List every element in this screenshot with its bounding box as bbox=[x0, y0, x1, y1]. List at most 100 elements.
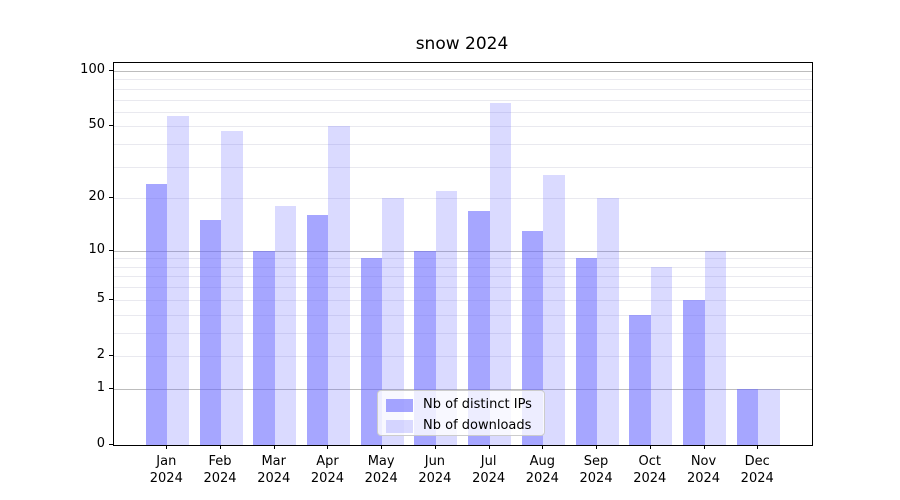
x-tick-mark-nov bbox=[703, 445, 705, 449]
bar-downloads-may bbox=[382, 198, 404, 445]
x-tick-year-may: 2024 bbox=[364, 471, 398, 486]
bar-distinct-ips-jan bbox=[145, 184, 168, 445]
gridline-minor-3 bbox=[114, 332, 812, 334]
x-tick-year-jan: 2024 bbox=[149, 471, 183, 486]
legend-swatch-downloads bbox=[386, 419, 413, 433]
chart-title: snow 2024 bbox=[415, 34, 509, 54]
gridline-minor-5 bbox=[114, 299, 812, 301]
x-tick-year-apr: 2024 bbox=[310, 471, 344, 486]
y-tick-mark-50 bbox=[109, 125, 113, 127]
x-tick-label-aug: Aug 2024 bbox=[510, 453, 574, 487]
gridline-minor-80 bbox=[114, 88, 812, 90]
bar-downloads-feb bbox=[221, 131, 243, 445]
bar-distinct-ips-mar bbox=[253, 250, 275, 445]
bar-downloads-oct bbox=[650, 266, 673, 445]
x-tick-label-jun: Jun 2024 bbox=[403, 453, 467, 487]
bar-downloads-dec bbox=[758, 388, 780, 445]
x-tick-month-sep: Sep bbox=[583, 454, 609, 469]
x-tick-year-jul: 2024 bbox=[472, 471, 506, 486]
bar-distinct-ips-sep bbox=[575, 258, 598, 445]
y-tick-label-10: 10 bbox=[88, 241, 105, 257]
bar-distinct-ips-dec bbox=[736, 388, 759, 445]
legend-label-distinct-ips: Nb of distinct IPs bbox=[423, 397, 532, 412]
y-tick-label-1: 1 bbox=[96, 379, 105, 395]
gridline-minor-2 bbox=[114, 355, 812, 357]
bar-downloads-jul bbox=[489, 103, 512, 445]
y-tick-label-0: 0 bbox=[96, 436, 105, 451]
gridline-minor-6 bbox=[114, 287, 812, 289]
y-tick-mark-100 bbox=[109, 70, 113, 71]
y-tick-label-20: 20 bbox=[88, 189, 105, 205]
x-tick-label-nov: Nov 2024 bbox=[672, 453, 736, 487]
x-tick-mark-may bbox=[381, 445, 383, 449]
y-tick-label-100: 100 bbox=[80, 62, 105, 77]
bar-distinct-ips-feb bbox=[199, 220, 222, 445]
gridline-major-100 bbox=[114, 71, 812, 72]
x-tick-label-sep: Sep 2024 bbox=[564, 453, 628, 487]
y-tick-mark-10 bbox=[109, 249, 113, 251]
x-tick-year-feb: 2024 bbox=[203, 471, 237, 486]
x-tick-mark-jan bbox=[166, 445, 168, 449]
x-tick-month-aug: Aug bbox=[529, 454, 556, 469]
x-tick-year-sep: 2024 bbox=[579, 471, 613, 486]
bar-downloads-nov bbox=[704, 250, 726, 445]
x-tick-month-feb: Feb bbox=[208, 454, 232, 469]
x-tick-year-aug: 2024 bbox=[525, 471, 559, 486]
x-tick-year-dec: 2024 bbox=[740, 471, 774, 486]
legend-swatch-distinct-ips bbox=[386, 398, 413, 412]
x-tick-mark-dec bbox=[757, 445, 759, 449]
bar-downloads-jan bbox=[167, 115, 189, 445]
x-tick-month-jun: Jun bbox=[424, 454, 446, 469]
legend-item-downloads: Nb of downloads bbox=[386, 417, 544, 435]
x-tick-label-oct: Oct 2024 bbox=[618, 453, 682, 487]
y-tick-mark-2 bbox=[109, 354, 113, 356]
y-tick-label-2: 2 bbox=[96, 346, 105, 362]
bar-distinct-ips-apr bbox=[306, 215, 329, 445]
x-tick-month-jul: Jul bbox=[480, 454, 497, 469]
gridline-minor-70 bbox=[114, 99, 812, 101]
y-tick-label-50: 50 bbox=[88, 117, 105, 133]
bar-downloads-mar bbox=[274, 206, 297, 445]
y-tick-label-5: 5 bbox=[96, 290, 105, 306]
bar-downloads-apr bbox=[328, 126, 350, 445]
x-tick-month-mar: Mar bbox=[261, 454, 286, 469]
x-tick-mark-aug bbox=[542, 445, 544, 449]
gridline-minor-40 bbox=[114, 144, 812, 146]
x-tick-month-jan: Jan bbox=[156, 454, 177, 469]
gridline-major-10 bbox=[114, 250, 812, 252]
gridline-minor-30 bbox=[114, 166, 812, 168]
x-tick-mark-jun bbox=[434, 445, 436, 449]
x-tick-mark-oct bbox=[649, 445, 651, 449]
x-tick-year-mar: 2024 bbox=[257, 471, 291, 486]
bar-downloads-aug bbox=[543, 174, 565, 445]
x-tick-label-jan: Jan 2024 bbox=[134, 453, 198, 487]
x-tick-label-feb: Feb 2024 bbox=[188, 453, 252, 487]
x-tick-month-nov: Nov bbox=[690, 454, 717, 469]
y-tick-mark-5 bbox=[109, 298, 113, 300]
y-tick-mark-0 bbox=[109, 444, 113, 445]
x-tick-month-oct: Oct bbox=[638, 454, 661, 469]
plot-area bbox=[113, 62, 813, 446]
x-tick-month-dec: Dec bbox=[744, 454, 770, 469]
bar-downloads-jun bbox=[435, 190, 458, 445]
x-tick-mark-feb bbox=[220, 445, 222, 449]
x-tick-month-may: May bbox=[367, 454, 395, 469]
legend-label-downloads: Nb of downloads bbox=[423, 418, 532, 433]
x-tick-mark-sep bbox=[596, 445, 598, 449]
x-tick-year-oct: 2024 bbox=[633, 471, 667, 486]
bar-downloads-sep bbox=[597, 198, 619, 445]
gridline-minor-8 bbox=[114, 266, 812, 268]
x-tick-label-dec: Dec 2024 bbox=[725, 453, 789, 487]
y-tick-mark-1 bbox=[109, 387, 113, 389]
gridline-minor-4 bbox=[114, 314, 812, 316]
gridline-major-1 bbox=[114, 388, 812, 390]
x-tick-label-mar: Mar 2024 bbox=[242, 453, 306, 487]
bar-distinct-ips-may bbox=[360, 258, 383, 445]
legend-item-distinct-ips: Nb of distinct IPs bbox=[386, 396, 544, 414]
x-tick-mark-mar bbox=[273, 445, 275, 449]
x-tick-year-nov: 2024 bbox=[686, 471, 721, 486]
y-tick-mark-20 bbox=[109, 197, 113, 199]
bar-distinct-ips-oct bbox=[629, 314, 651, 445]
gridline-minor-9 bbox=[114, 258, 812, 260]
